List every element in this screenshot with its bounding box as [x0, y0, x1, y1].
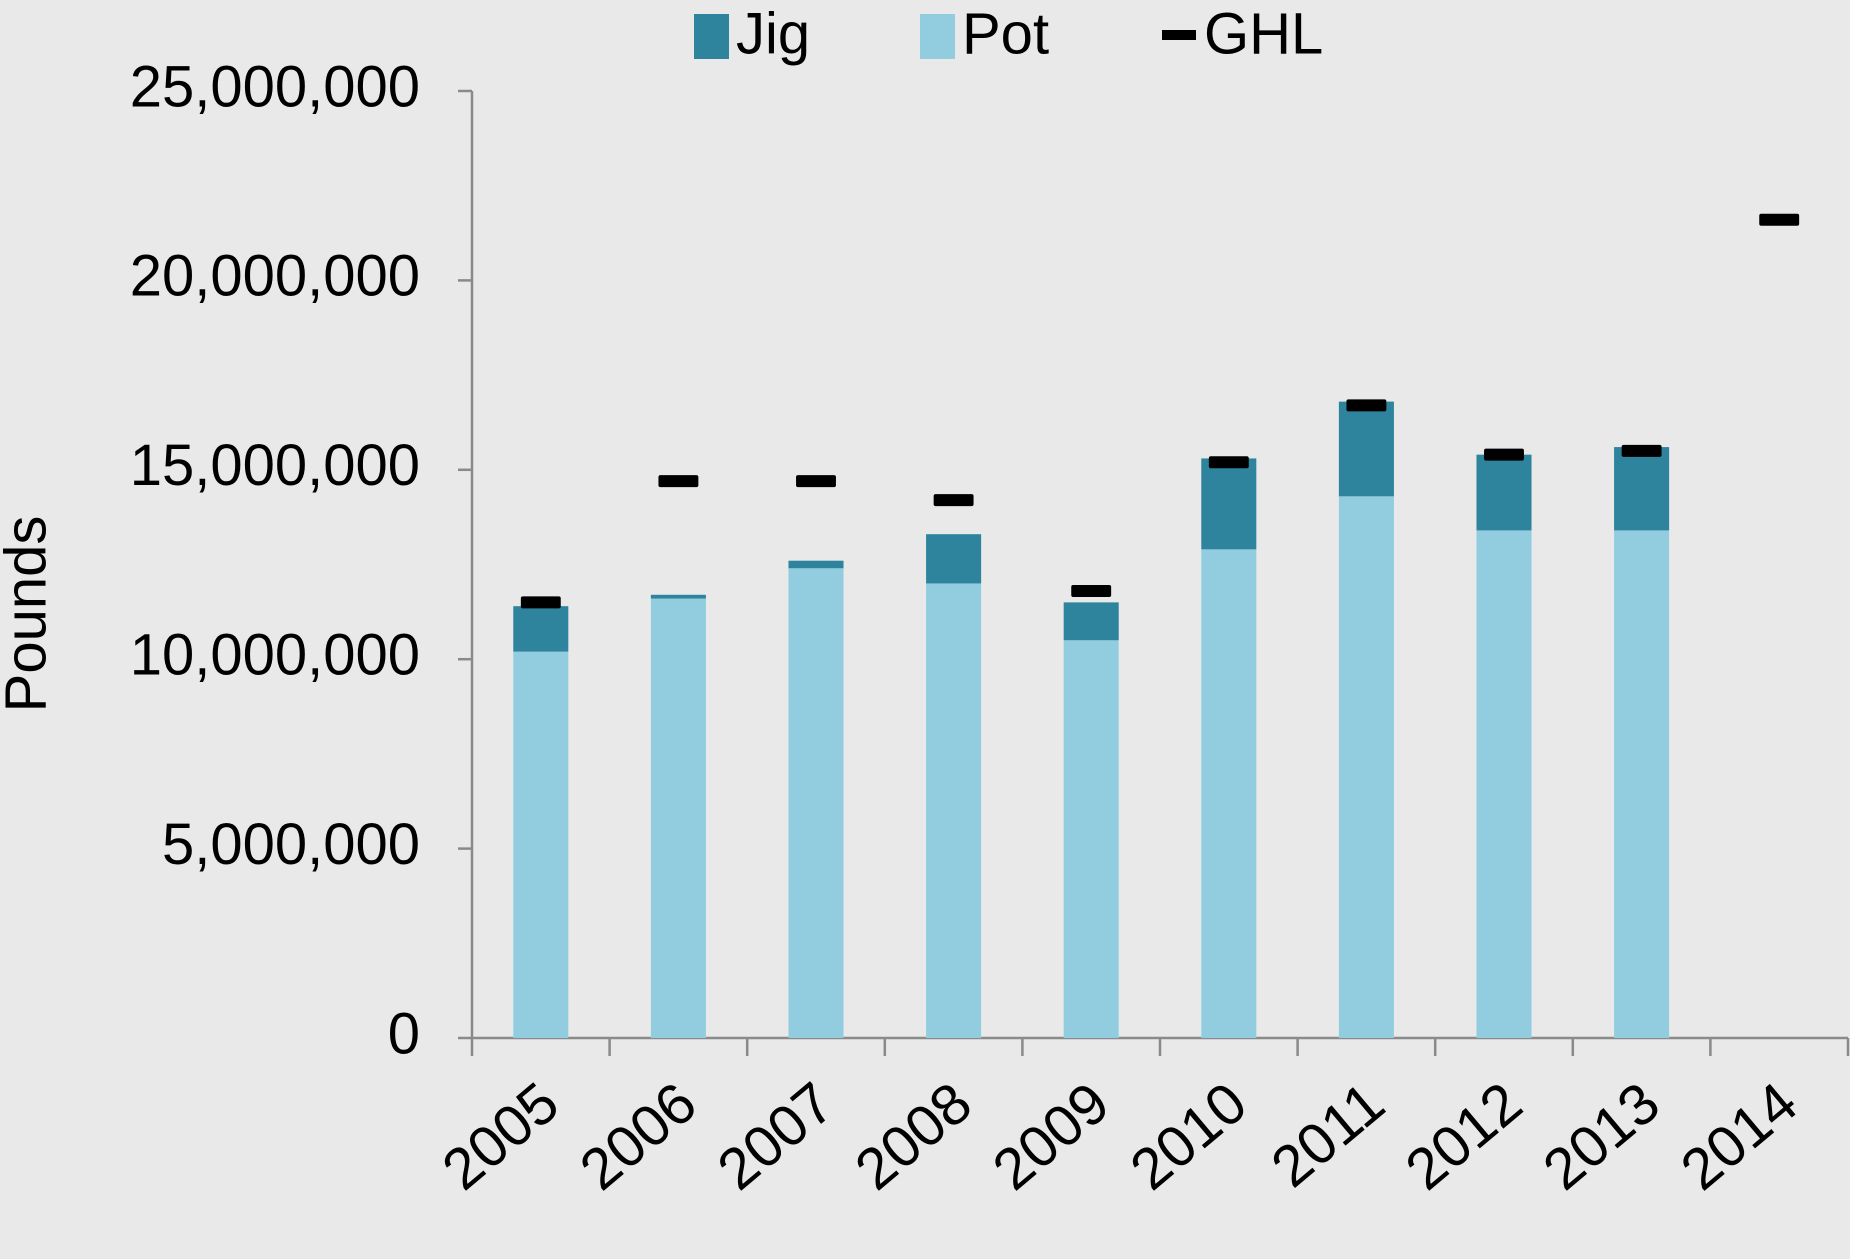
bar	[1338, 401, 1394, 497]
ghl-marker	[1759, 213, 1800, 226]
ghl-marker	[1071, 585, 1112, 598]
bar	[1614, 447, 1670, 531]
bar	[650, 598, 706, 1038]
ghl-marker	[1346, 399, 1387, 412]
bar	[1063, 640, 1119, 1038]
bar	[788, 568, 844, 1038]
bar	[1063, 602, 1119, 641]
bar	[1338, 496, 1394, 1038]
legend-label: Jig	[736, 1, 810, 66]
y-tick-label: 20,000,000	[130, 244, 420, 309]
y-tick-label: 25,000,000	[130, 54, 420, 119]
ghl-marker	[1208, 456, 1249, 469]
y-tick-label: 0	[388, 1001, 420, 1066]
legend-swatch	[920, 14, 955, 59]
bar	[926, 534, 982, 584]
bar	[926, 583, 982, 1038]
legend-swatch	[1162, 30, 1196, 40]
ghl-marker	[796, 475, 836, 488]
legend-label: Pot	[962, 1, 1049, 66]
ghl-marker	[520, 596, 561, 609]
ghl-marker	[1621, 444, 1662, 457]
bar	[650, 594, 706, 599]
y-tick-label: 15,000,000	[130, 433, 420, 498]
y-axis-label: Pounds	[0, 516, 58, 713]
bar	[1201, 458, 1257, 550]
ghl-marker	[1484, 448, 1524, 461]
y-tick-label: 10,000,000	[130, 623, 420, 688]
bar	[1201, 549, 1257, 1038]
bar	[513, 651, 569, 1038]
bar	[1476, 454, 1532, 531]
bar	[1476, 530, 1532, 1038]
bar	[788, 560, 844, 569]
bar	[513, 606, 569, 652]
y-tick-label: 5,000,000	[162, 812, 420, 877]
bar	[1614, 530, 1670, 1038]
ghl-marker	[933, 494, 974, 507]
legend-label: GHL	[1204, 1, 1323, 66]
legend-swatch	[694, 14, 729, 59]
ghl-marker	[658, 475, 699, 488]
